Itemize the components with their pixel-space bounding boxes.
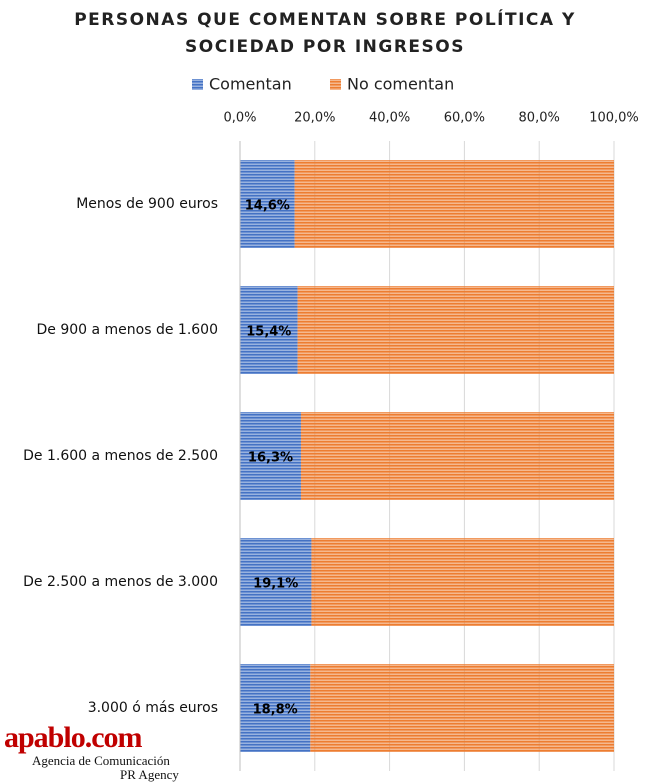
x-tick-label: 60,0% <box>444 111 485 126</box>
y-tick-label: De 1.600 a menos de 2.500 <box>23 448 218 464</box>
bar <box>240 286 298 374</box>
bar <box>240 412 301 500</box>
bar <box>240 160 295 248</box>
y-tick-label: De 2.500 a menos de 3.000 <box>23 574 218 590</box>
data-label: 16,3% <box>248 451 293 466</box>
watermark-line: Agencia de Comunicación <box>32 753 170 768</box>
chart-title: PERSONAS QUE COMENTAN SOBRE POLÍTICA Y <box>74 8 576 30</box>
bar <box>311 538 614 626</box>
data-label: 18,8% <box>253 703 298 718</box>
bar <box>294 160 614 248</box>
x-tick-label: 20,0% <box>294 111 335 126</box>
legend-label: Comentan <box>209 75 292 94</box>
bar <box>300 412 614 500</box>
bar <box>297 286 614 374</box>
watermark: apablo.com Agencia de Comunicación PR Ag… <box>4 721 179 782</box>
data-label: 15,4% <box>246 325 291 340</box>
bar <box>240 538 312 626</box>
x-tick-label: 40,0% <box>369 111 410 126</box>
legend-swatch <box>330 79 341 90</box>
x-tick-label: 100,0% <box>589 111 639 126</box>
legend-swatch <box>192 79 203 90</box>
x-tick-label: 80,0% <box>519 111 560 126</box>
legend-label: No comentan <box>347 75 454 94</box>
bar <box>310 664 614 752</box>
x-tick-label: 0,0% <box>223 111 256 126</box>
y-tick-label: 3.000 ó más euros <box>88 700 218 716</box>
data-label: 14,6% <box>245 199 290 214</box>
watermark-line: PR Agency <box>120 767 179 782</box>
y-tick-label: Menos de 900 euros <box>76 196 218 212</box>
data-label: 19,1% <box>253 577 298 592</box>
bar <box>240 664 311 752</box>
chart-title: SOCIEDAD POR INGRESOS <box>185 37 465 57</box>
watermark-brand: apablo.com <box>4 721 143 754</box>
y-tick-label: De 900 a menos de 1.600 <box>36 322 218 338</box>
